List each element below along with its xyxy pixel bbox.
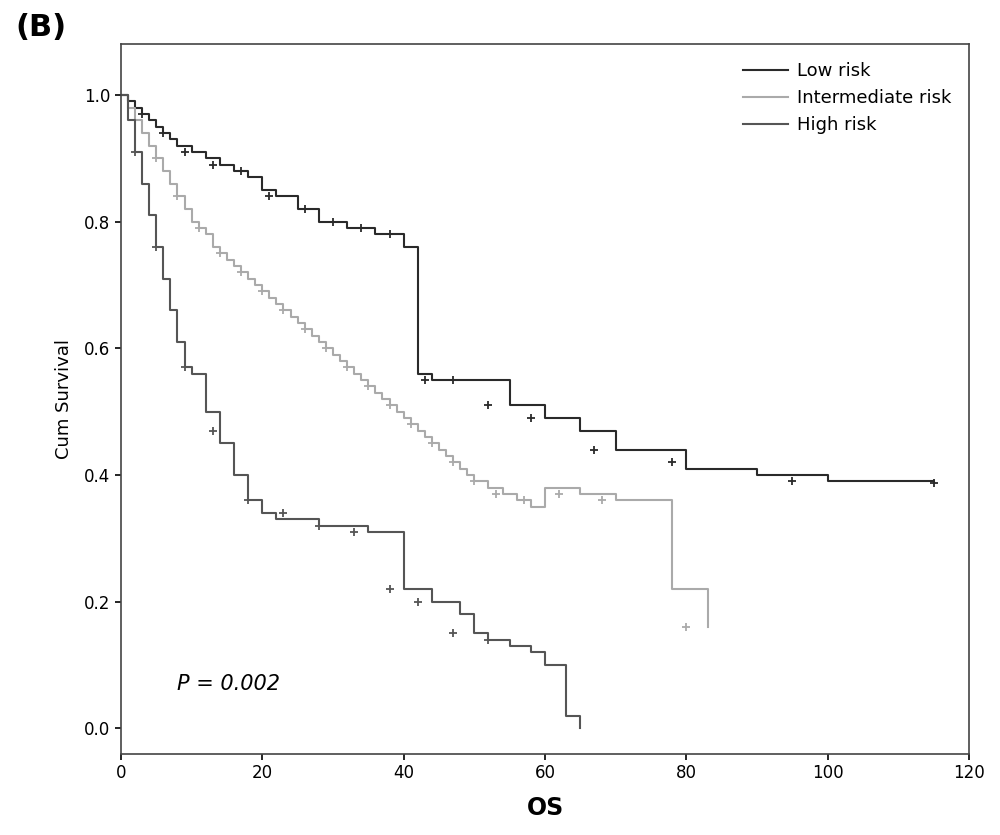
- Low risk: [440, 375, 452, 385]
- Low risk: [143, 115, 155, 125]
- High risk: [504, 641, 516, 651]
- Low risk: [398, 242, 410, 252]
- Line: Intermediate risk: Intermediate risk: [121, 95, 708, 627]
- Low risk: [214, 159, 226, 170]
- Intermediate risk: [256, 286, 268, 296]
- High risk: [454, 610, 466, 620]
- High risk: [115, 90, 127, 100]
- High risk: [256, 508, 268, 518]
- Intermediate risk: [235, 267, 247, 277]
- Low risk: [426, 375, 438, 385]
- High risk: [164, 306, 176, 316]
- High risk: [574, 723, 586, 733]
- Low risk: [412, 368, 424, 378]
- High risk: [228, 470, 240, 480]
- Low risk: [150, 122, 162, 132]
- High risk: [468, 628, 480, 638]
- High risk: [539, 660, 551, 670]
- Text: (B): (B): [15, 13, 66, 42]
- Low risk: [928, 478, 940, 488]
- Low risk: [369, 230, 381, 240]
- Low risk: [136, 109, 148, 119]
- Low risk: [164, 134, 176, 144]
- High risk: [398, 584, 410, 594]
- Low risk: [242, 172, 254, 182]
- High risk: [362, 527, 374, 537]
- High risk: [200, 407, 212, 417]
- High risk: [171, 337, 183, 347]
- High risk: [143, 210, 155, 220]
- High risk: [214, 438, 226, 448]
- Low risk: [539, 413, 551, 423]
- Low risk: [157, 128, 169, 138]
- Low risk: [171, 140, 183, 150]
- Low risk: [200, 154, 212, 164]
- X-axis label: OS: OS: [526, 796, 564, 820]
- Low risk: [341, 223, 353, 233]
- Low risk: [129, 103, 141, 113]
- Intermediate risk: [376, 394, 388, 404]
- Low risk: [680, 463, 692, 473]
- High risk: [299, 514, 311, 524]
- Low risk: [292, 204, 304, 214]
- High risk: [327, 521, 339, 531]
- High risk: [285, 514, 297, 524]
- Y-axis label: Cum Survival: Cum Survival: [55, 339, 73, 459]
- Low risk: [504, 400, 516, 410]
- Text: P = 0.002: P = 0.002: [177, 675, 280, 695]
- Low risk: [186, 147, 198, 157]
- High risk: [186, 368, 198, 378]
- Intermediate risk: [702, 622, 714, 632]
- Low risk: [751, 470, 763, 480]
- Low risk: [822, 476, 834, 486]
- Line: High risk: High risk: [121, 95, 580, 728]
- High risk: [136, 179, 148, 189]
- High risk: [525, 647, 537, 657]
- Low risk: [574, 426, 586, 436]
- High risk: [426, 597, 438, 607]
- Low risk: [115, 90, 127, 100]
- High risk: [122, 115, 134, 125]
- High risk: [242, 495, 254, 505]
- High risk: [560, 711, 572, 721]
- High risk: [482, 635, 494, 645]
- Low risk: [122, 96, 134, 106]
- Legend: Low risk, Intermediate risk, High risk: Low risk, Intermediate risk, High risk: [734, 53, 960, 144]
- High risk: [270, 514, 282, 524]
- Intermediate risk: [221, 255, 233, 265]
- Intermediate risk: [115, 90, 127, 100]
- Low risk: [313, 216, 325, 226]
- Low risk: [454, 375, 466, 385]
- High risk: [313, 521, 325, 531]
- Low risk: [228, 166, 240, 176]
- Line: Low risk: Low risk: [121, 95, 934, 483]
- Low risk: [610, 444, 622, 454]
- High risk: [150, 242, 162, 252]
- High risk: [129, 147, 141, 157]
- High risk: [179, 362, 191, 372]
- Intermediate risk: [186, 216, 198, 226]
- Low risk: [256, 185, 268, 195]
- Intermediate risk: [249, 280, 261, 290]
- Low risk: [468, 375, 480, 385]
- High risk: [157, 274, 169, 284]
- Low risk: [270, 191, 282, 201]
